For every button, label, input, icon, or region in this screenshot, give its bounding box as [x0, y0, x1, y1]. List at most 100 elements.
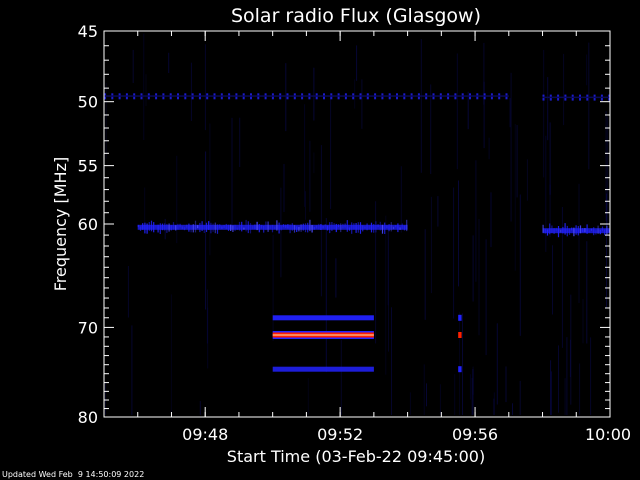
- band-noise: [258, 224, 260, 233]
- band-noise: [214, 222, 216, 234]
- band-noise: [223, 225, 225, 228]
- band-noise: [302, 223, 304, 231]
- y-axis: 45 50 55 60 70 80: [78, 22, 610, 427]
- background-noise: [144, 187, 146, 230]
- band-noise: [568, 228, 571, 235]
- background-noise: [514, 124, 516, 271]
- band-noise: [263, 226, 265, 233]
- background-noise: [231, 117, 233, 225]
- background-noise: [205, 151, 207, 310]
- background-noise: [543, 49, 545, 178]
- band-noise: [340, 223, 342, 233]
- band-noise: [590, 228, 593, 231]
- band-noise: [175, 225, 177, 231]
- band-noise: [381, 224, 384, 234]
- background-noise: [607, 116, 609, 226]
- background-noise: [330, 96, 332, 209]
- band-noise: [588, 230, 590, 233]
- background-noise: [400, 166, 402, 233]
- background-noise: [320, 145, 322, 297]
- band-noise: [148, 222, 150, 231]
- feature-comb-50: [104, 93, 509, 100]
- band-noise: [170, 225, 172, 231]
- x-tick-label: 09:56: [452, 425, 498, 444]
- background-noise: [566, 337, 568, 415]
- background-noise: [519, 380, 521, 415]
- y-tick-label: 45: [78, 22, 98, 41]
- x-axis: 09:48 09:52 09:56 10:00: [137, 31, 631, 444]
- background-noise: [579, 363, 581, 415]
- band-noise: [260, 224, 263, 229]
- background-noise: [519, 194, 521, 336]
- band-noise: [322, 225, 324, 229]
- band-noise: [601, 226, 604, 232]
- band-noise: [364, 226, 366, 229]
- band-noise: [298, 227, 300, 232]
- band-noise: [384, 222, 386, 234]
- background-noise: [361, 79, 363, 129]
- background-noise: [209, 123, 211, 256]
- background-noise: [168, 52, 170, 73]
- background-noise: [578, 183, 580, 303]
- band-noise: [335, 223, 337, 233]
- band-noise: [142, 223, 144, 230]
- band-noise: [276, 220, 278, 231]
- band-noise: [300, 224, 302, 232]
- x-tick-label: 09:52: [317, 425, 363, 444]
- background-noise: [127, 266, 129, 318]
- background-noise: [423, 364, 425, 415]
- band-noise: [333, 223, 335, 230]
- background-noise: [549, 184, 551, 238]
- background-noise: [325, 218, 327, 373]
- band-noise: [236, 227, 238, 230]
- band-noise: [571, 227, 573, 231]
- spike-mark: [458, 314, 462, 321]
- band-noise: [296, 226, 298, 232]
- band-noise: [161, 223, 164, 231]
- band-noise: [599, 229, 601, 235]
- band-noise: [564, 223, 566, 235]
- background-noise: [409, 392, 411, 415]
- band-noise: [344, 223, 346, 228]
- band-noise: [234, 224, 236, 231]
- band-noise: [555, 227, 557, 231]
- feature-spike-74: [458, 366, 462, 373]
- background-noise: [132, 49, 134, 83]
- background-noise: [340, 340, 342, 415]
- band-noise: [238, 221, 241, 231]
- band-noise: [311, 225, 313, 233]
- band-noise: [278, 222, 280, 234]
- band-noise: [291, 223, 293, 231]
- background-noise: [239, 117, 241, 167]
- background-noise: [304, 104, 306, 207]
- y-tick-label: 80: [78, 408, 98, 427]
- band-noise: [379, 221, 381, 231]
- background-noise: [483, 81, 485, 149]
- background-noise: [426, 383, 427, 407]
- background-noise: [387, 226, 389, 306]
- band-noise: [192, 224, 194, 233]
- band-noise: [197, 225, 199, 229]
- band-noise: [355, 223, 357, 233]
- background-noise: [545, 135, 547, 252]
- line-core: [272, 315, 374, 321]
- band-noise: [326, 225, 329, 231]
- background-noise: [335, 258, 337, 298]
- band-noise: [546, 229, 549, 236]
- band-noise: [201, 221, 203, 231]
- background-noise: [131, 325, 133, 415]
- background-noise: [582, 298, 584, 344]
- band-noise: [593, 227, 595, 236]
- background-noise: [590, 337, 592, 415]
- band-noise: [577, 226, 579, 236]
- background-noise: [472, 369, 474, 415]
- band-noise: [320, 224, 322, 230]
- background-noise: [586, 241, 588, 344]
- background-noise: [388, 225, 389, 352]
- background-noise: [430, 84, 432, 174]
- band-noise: [584, 228, 586, 233]
- band-noise: [406, 219, 408, 232]
- band-noise: [582, 228, 584, 233]
- background-noise: [475, 160, 477, 282]
- band-noise: [205, 222, 208, 232]
